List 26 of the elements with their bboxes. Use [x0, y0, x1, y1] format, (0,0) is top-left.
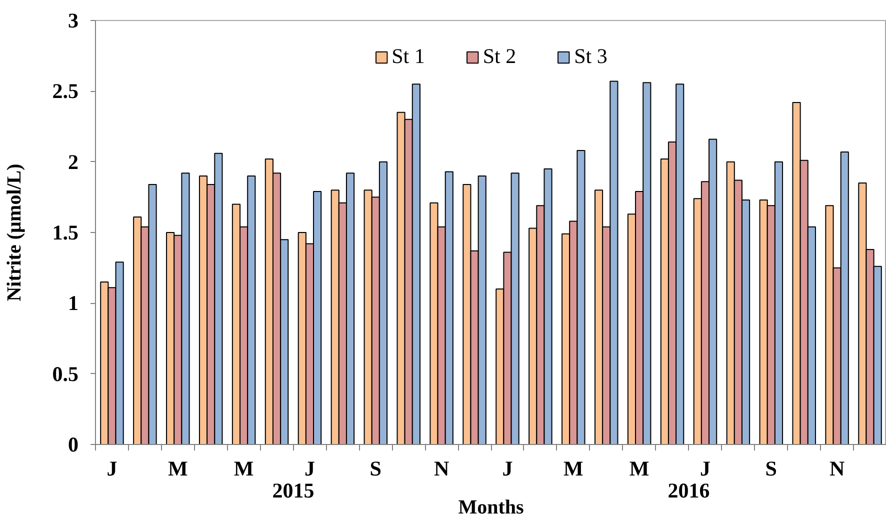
x-tick-label: N	[434, 456, 450, 480]
legend-label: St 2	[482, 44, 516, 69]
x-tick-label: J	[304, 456, 315, 480]
y-tick-label: 0.5	[52, 362, 78, 386]
x-tick-label: S	[765, 456, 777, 480]
y-tick-label: 2.5	[52, 79, 78, 104]
y-tick-label: 2	[68, 150, 78, 174]
legend-label: St 3	[574, 44, 608, 69]
x-axis-title: Months	[458, 496, 524, 518]
y-tick-label: 3	[68, 8, 78, 32]
x-tick-label: M	[234, 456, 254, 480]
x-tick-label: N	[829, 456, 845, 480]
x-tick-label: J	[700, 456, 710, 480]
x-tick-label: M	[168, 456, 188, 480]
x-tick-label: J	[502, 456, 513, 480]
y-tick-label: 0	[68, 432, 78, 456]
text: 2015	[272, 478, 314, 502]
x-tick-label: J	[106, 456, 118, 480]
legend-label: St 1	[392, 44, 425, 69]
x-tick-label: S	[370, 456, 382, 480]
x-tick-label: M	[629, 456, 650, 480]
y-axis-title: Nitrite (µmol/L)	[3, 164, 26, 302]
y-tick-label: 1	[68, 291, 78, 316]
x-tick-label: M	[563, 456, 584, 480]
text: 2016	[668, 478, 710, 502]
y-tick-label: 1.5	[52, 220, 78, 244]
